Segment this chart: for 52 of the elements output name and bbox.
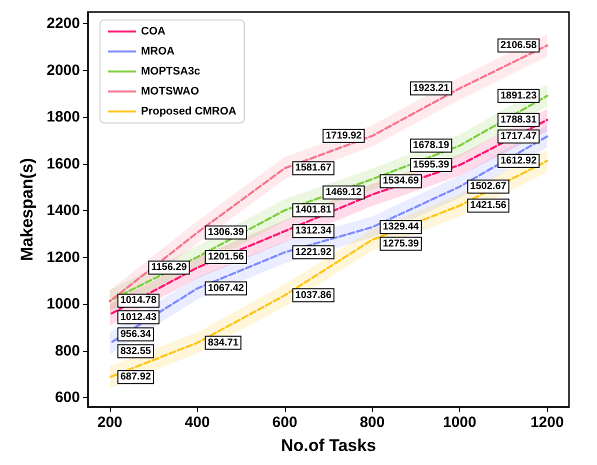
data-label: 832.55 (120, 346, 152, 357)
data-label: 1719.92 (326, 130, 362, 142)
data-label: 1306.39 (208, 227, 244, 238)
x-tick-label: 1200 (530, 414, 564, 431)
y-tick-label: 2000 (46, 62, 80, 79)
data-label: 1014.78 (120, 295, 157, 306)
data-label: 1329.44 (382, 222, 420, 233)
data-label: 1534.69 (382, 176, 420, 187)
y-tick-label: 1000 (46, 296, 80, 313)
data-label: 1221.92 (295, 246, 332, 258)
data-label: 1421.56 (470, 200, 507, 212)
legend-label: MOTSWAO (141, 86, 200, 98)
data-label: 834.71 (208, 337, 239, 348)
data-label: 1788.31 (500, 114, 538, 126)
data-label: 1012.43 (120, 312, 157, 323)
data-label: 1401.81 (295, 204, 332, 216)
data-label: 2106.58 (500, 40, 538, 52)
legend-label: COA (141, 26, 166, 38)
x-tick-label: 600 (272, 414, 298, 431)
x-tick-label: 400 (184, 414, 210, 431)
x-axis-title: No.of Tasks (280, 436, 376, 455)
data-label: 1612.92 (500, 155, 538, 166)
y-tick-label: 1400 (46, 202, 80, 220)
legend-label: Proposed CMROA (141, 106, 236, 118)
data-label: 1156.29 (151, 262, 188, 274)
data-label: 1312.34 (295, 226, 332, 237)
data-label: 1717.47 (500, 130, 538, 142)
y-tick-label: 600 (54, 389, 80, 406)
data-label: 1891.23 (500, 90, 538, 102)
data-label: 1923.21 (413, 82, 450, 94)
legend-label: MROA (141, 46, 175, 58)
y-axis-title: Makespan(s) (18, 158, 37, 261)
data-label: 1502.67 (470, 181, 507, 192)
y-tick-label: 1200 (46, 248, 80, 266)
data-label: 1037.86 (295, 290, 332, 301)
data-label: 1469.12 (326, 187, 362, 198)
x-tick-label: 1000 (442, 414, 476, 431)
data-label: 687.92 (120, 372, 152, 383)
data-label: 1275.39 (382, 238, 420, 250)
data-label: 956.34 (120, 328, 152, 340)
y-tick-label: 1600 (46, 155, 80, 172)
x-tick-label: 800 (360, 414, 385, 431)
data-label: 1201.56 (208, 252, 244, 263)
x-tick-label: 200 (97, 414, 122, 431)
legend-label: MOPTSA3c (141, 66, 200, 78)
y-tick-label: 800 (54, 342, 80, 360)
data-label: 1595.39 (413, 160, 450, 170)
data-label: 1067.42 (208, 282, 244, 294)
data-label: 1581.67 (295, 162, 332, 174)
y-tick-label: 2200 (46, 15, 80, 32)
data-label: 1678.19 (413, 140, 450, 152)
y-tick-label: 1800 (46, 108, 80, 126)
